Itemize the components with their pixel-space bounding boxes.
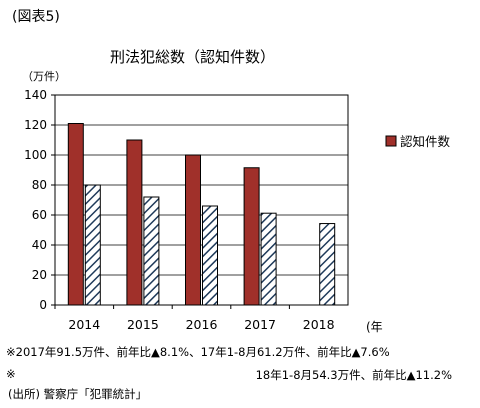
y-axis-label: （万件） <box>22 70 66 83</box>
x-tick-label: 2016 <box>186 317 218 332</box>
x-tick-label: 2018 <box>303 317 335 332</box>
bar-hatched-2018 <box>319 223 336 306</box>
y-tick-label: 100 <box>24 148 47 162</box>
y-tick-label: 0 <box>39 298 47 312</box>
y-tick-label: 120 <box>24 118 47 132</box>
y-tick-label: 40 <box>32 238 47 252</box>
x-tick-label: 2017 <box>244 317 276 332</box>
note-line-1: ※2017年91.5万件、前年比▲8.1%、17年1-8月61.2万件、前年比▲… <box>6 345 390 359</box>
note-line-2-mark: ※ <box>6 367 16 381</box>
y-tick-label: 60 <box>32 208 47 222</box>
bar-hatched-2017 <box>260 212 277 306</box>
y-tick-label: 20 <box>32 268 47 282</box>
x-axis-label: (年 <box>366 320 383 334</box>
y-tick-label: 140 <box>24 88 47 102</box>
bar-recognized-2014 <box>67 123 84 306</box>
x-tick-label: 2014 <box>68 317 100 332</box>
legend-label: 認知件数 <box>400 134 451 149</box>
source-note: (出所) 警察庁「犯罪統計」 <box>8 387 148 401</box>
plot-frame <box>54 94 349 306</box>
bar-recognized-2017 <box>243 167 260 306</box>
bar-hatched-2015 <box>143 196 160 306</box>
legend-swatch <box>385 135 397 147</box>
bar-recognized-2016 <box>185 154 201 306</box>
figure-label: (図表5) <box>12 9 60 25</box>
bar-recognized-2015 <box>126 139 143 306</box>
x-tick-label: 2015 <box>127 317 159 332</box>
bar-chart: 0 20 40 60 80 100 120 140 2014 2015 2016 2017 2018 認知… <box>24 88 451 332</box>
bar-hatched-2014 <box>84 184 101 306</box>
chart-title: 刑法犯総数（認知件数） <box>110 48 276 66</box>
bar-hatched-2016 <box>202 205 218 306</box>
y-tick-label: 80 <box>32 178 47 192</box>
note-line-2: 18年1-8月54.3万件、前年比▲11.2% <box>255 368 452 382</box>
